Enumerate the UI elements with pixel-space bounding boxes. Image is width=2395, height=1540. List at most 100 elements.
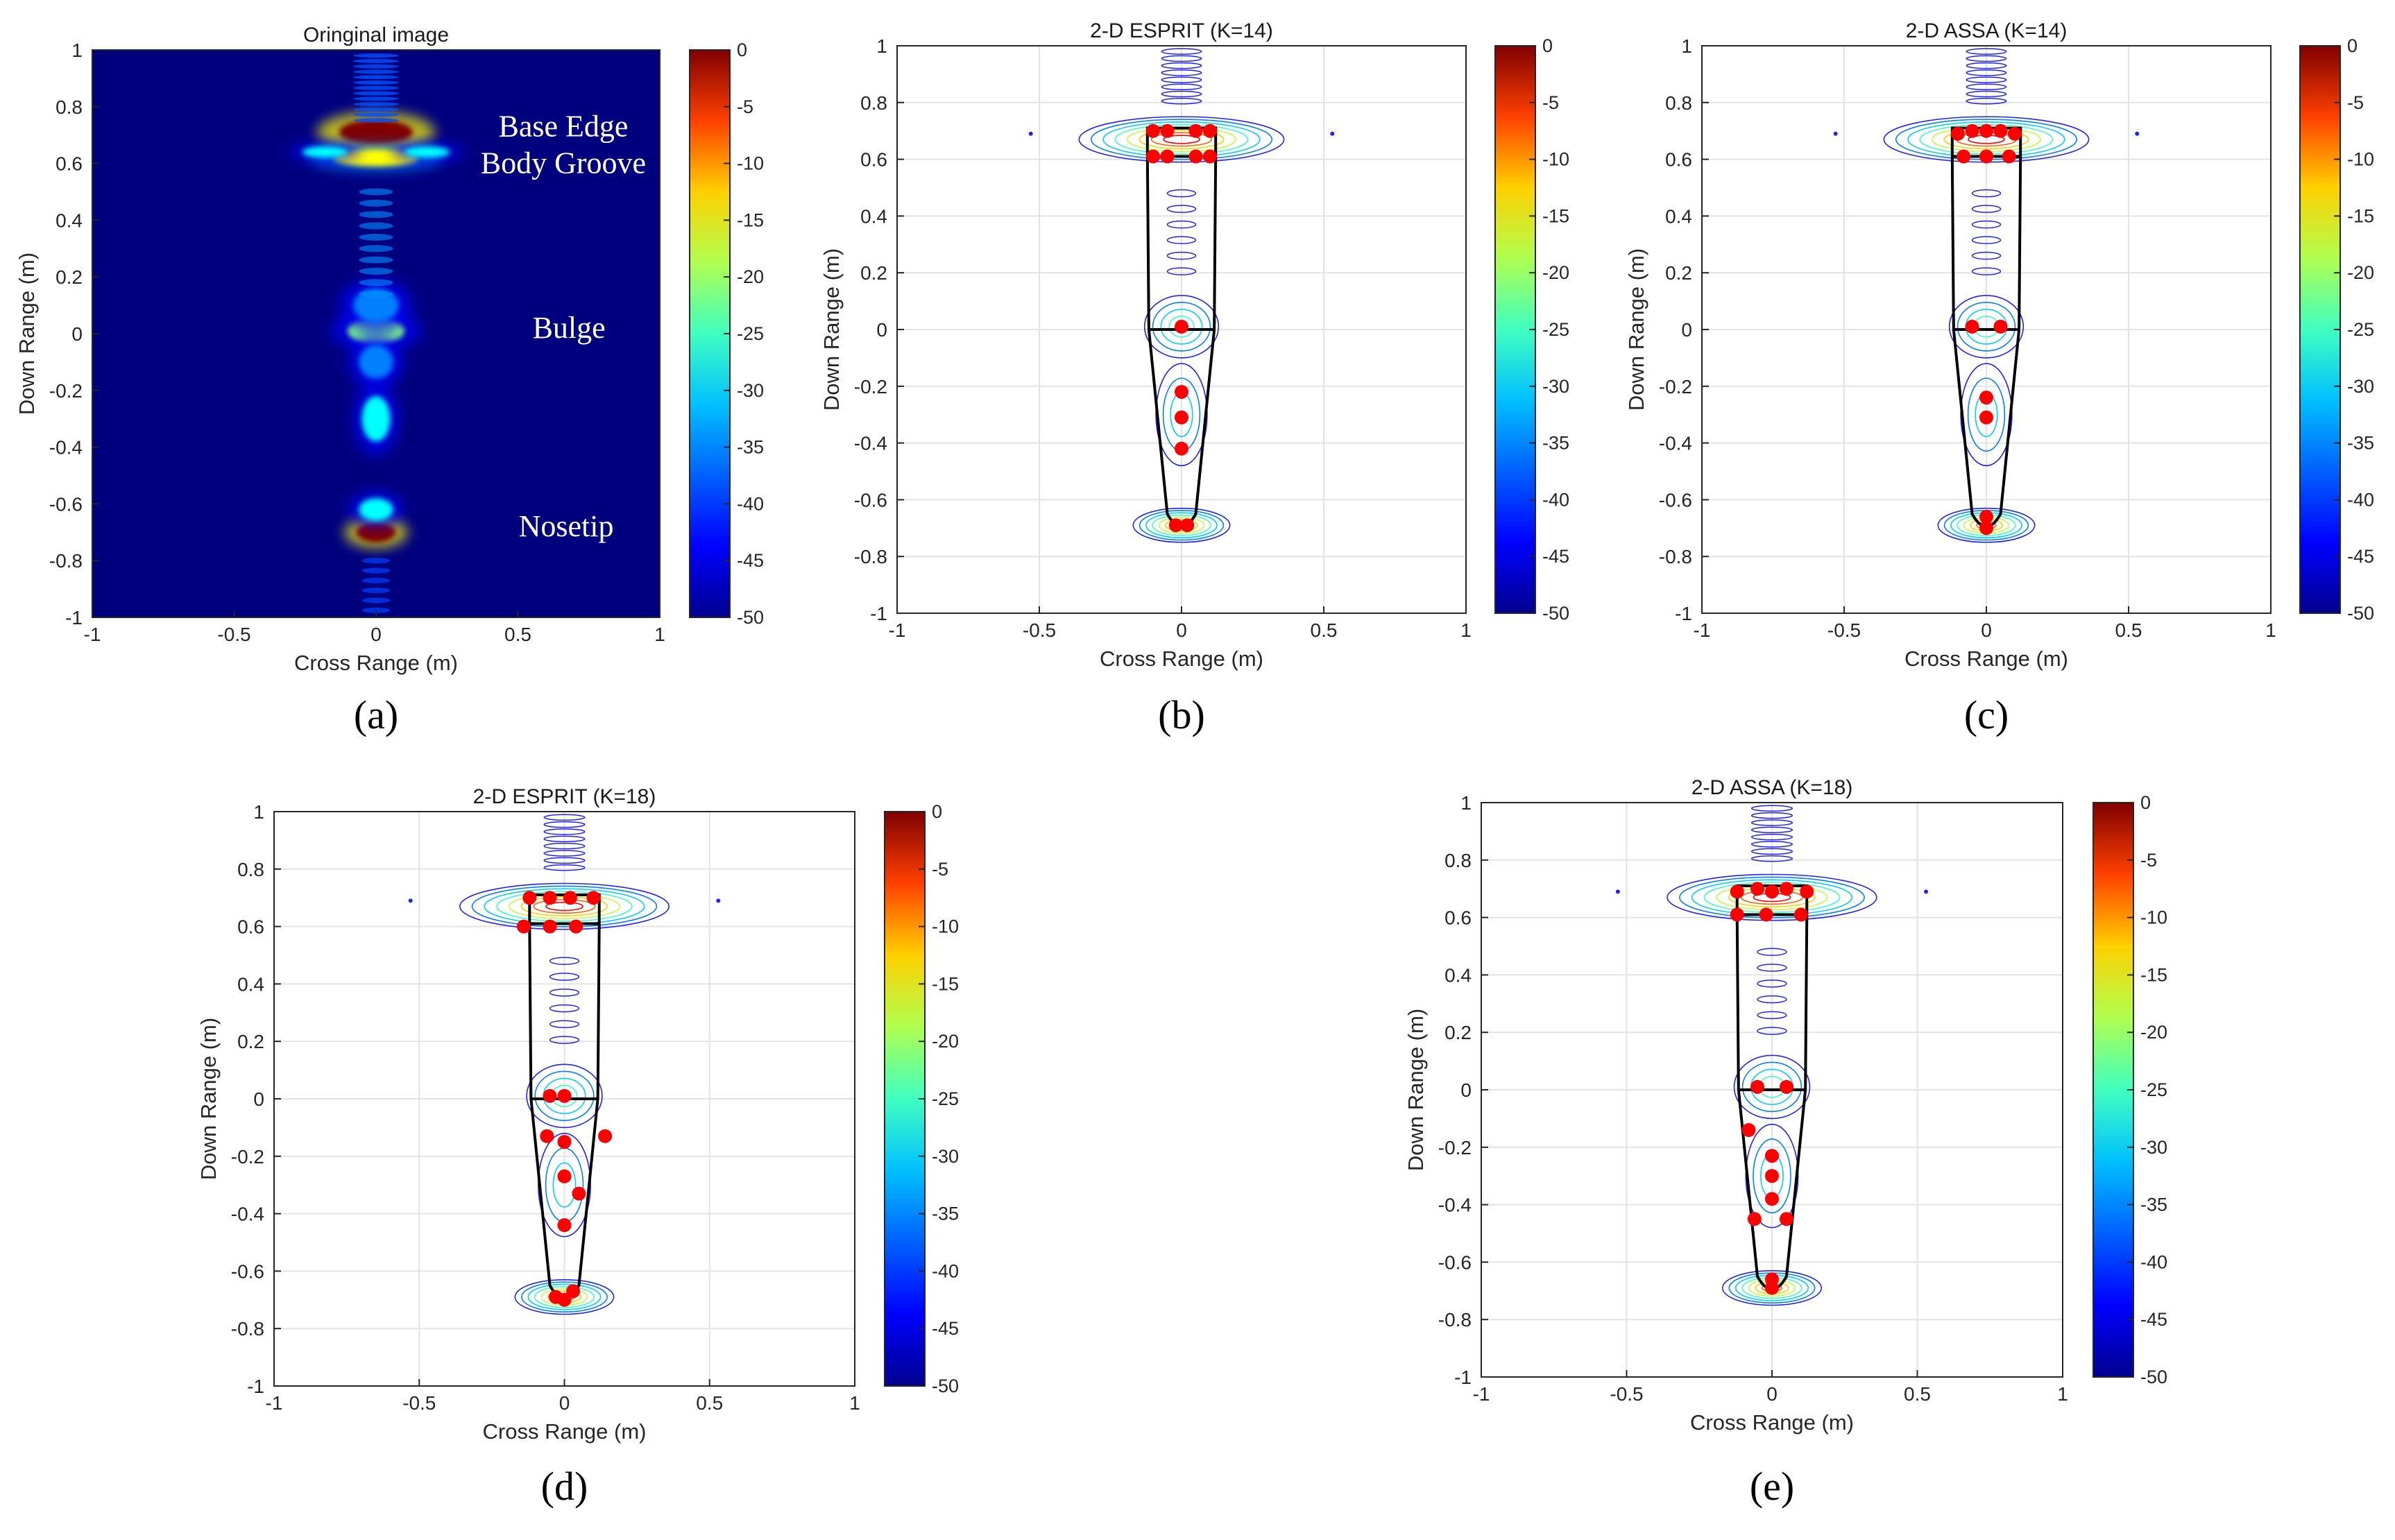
side-lobe (359, 256, 393, 264)
heat-blob (353, 288, 399, 323)
colorbar (2093, 802, 2134, 1378)
x-tick-label: -0.5 (1610, 1383, 1643, 1405)
colorbar-tick-label: -45 (2347, 546, 2374, 567)
scatter-point (1750, 1079, 1765, 1094)
colorbar-tick-label: 0 (932, 801, 942, 822)
contour-ring (1166, 251, 1197, 260)
colorbar-tick-label: -15 (932, 973, 959, 994)
y-tick-label: 1 (71, 40, 83, 61)
contour-ring (1750, 841, 1793, 848)
scatter-point (1779, 882, 1793, 896)
contour-ring (1733, 1054, 1811, 1120)
contour-ring (521, 1281, 608, 1312)
contour-ring (1966, 69, 2007, 76)
colorbar-tick-label: -20 (932, 1031, 959, 1052)
scatter-point (1979, 149, 1993, 164)
colorbar-tick-label: -20 (2347, 262, 2374, 283)
contour-ring (527, 1283, 602, 1310)
y-tick-label: 0.8 (1444, 850, 1472, 871)
x-tick-label: 1 (654, 624, 665, 645)
y-axis-label: Down Range (m) (819, 248, 844, 411)
colorbar-tick-label: -35 (737, 437, 764, 458)
contour-ring (1966, 55, 2007, 62)
side-lobe (359, 199, 393, 207)
scatter-point (1765, 1169, 1779, 1183)
side-lobe (361, 607, 391, 613)
contour-ring (1757, 948, 1787, 957)
y-tick-label: 0.8 (1665, 92, 1692, 114)
contour-ring (1132, 507, 1231, 543)
contour-ring (1161, 62, 1202, 69)
y-tick-label: 0.8 (860, 92, 887, 114)
colorbar-tick-label: -40 (737, 493, 764, 514)
scatter-point (1203, 123, 1217, 138)
y-tick-label: 0.6 (237, 916, 264, 938)
contour-ring (1164, 519, 1199, 532)
colorbar-tick-label: -30 (1542, 376, 1569, 397)
contour-ring (543, 835, 586, 843)
scatter-point (557, 1292, 572, 1307)
contour-ring (1966, 62, 2007, 69)
y-axis-label: Down Range (m) (1624, 248, 1648, 411)
scatter-point (1793, 907, 1808, 922)
x-tick-label: -1 (1473, 1383, 1490, 1405)
x-tick-label: 0 (559, 1392, 570, 1414)
y-tick-label: 1 (253, 801, 264, 823)
contour-ring (459, 882, 670, 930)
colorbar-tick-label: -40 (2140, 1251, 2167, 1272)
panel-label: (b) (1158, 692, 1205, 737)
y-tick-label: 0.4 (860, 205, 887, 227)
contour-ring (1757, 1027, 1787, 1035)
contour-ring (543, 842, 586, 850)
side-lobe (359, 233, 393, 241)
side-lobe (353, 102, 399, 107)
chart-title: 2-D ASSA (K=18) (1691, 776, 1853, 799)
scatter-point (1800, 884, 1814, 899)
contour-ring (549, 1036, 580, 1044)
y-tick-label: 0.2 (237, 1031, 264, 1052)
colorbar-tick-label: -35 (1542, 433, 1569, 454)
contour-ring (543, 828, 586, 835)
colorbar-tick-label: -5 (2347, 92, 2364, 113)
scatter-point (557, 1088, 572, 1103)
contour-ring (1966, 76, 2007, 83)
y-tick-label: -0.8 (854, 546, 887, 567)
scatter-point (1779, 1079, 1793, 1094)
side-lobe (353, 80, 399, 85)
scatter-point (1965, 123, 1979, 138)
x-tick-label: 0 (1766, 1383, 1778, 1405)
colorbar-tick-label: 0 (2347, 35, 2358, 56)
plot-content (289, 53, 463, 613)
contour-ring (526, 1063, 603, 1129)
x-tick-label: 0.5 (696, 1392, 723, 1414)
colorbar-tick-label: -5 (737, 96, 753, 117)
side-lobe (359, 188, 393, 196)
colorbar-tick-label: 0 (737, 40, 747, 60)
scatter-point (1175, 441, 1188, 456)
contour-ring (1960, 363, 2013, 467)
colorbar (2299, 45, 2341, 614)
colorbar-tick-label: -10 (737, 153, 764, 174)
y-tick-label: -1 (1454, 1367, 1472, 1388)
x-tick-label: -1 (1694, 619, 1711, 641)
contour-ring (1143, 295, 1220, 359)
contour-ring (1750, 819, 1793, 826)
x-tick-label: 0 (1981, 619, 1992, 641)
heat-blob (361, 395, 391, 442)
y-tick-label: -0.6 (231, 1260, 264, 1282)
colorbar-tick-label: -25 (1542, 319, 1569, 340)
scatter-point (1160, 123, 1175, 138)
colorbar-tick-label: -50 (2347, 603, 2374, 624)
y-axis-label: Down Range (m) (196, 1018, 221, 1180)
contour-ring (1152, 302, 1211, 352)
contour-ring (1168, 316, 1195, 338)
y-tick-label: -0.8 (1438, 1309, 1472, 1331)
heat-blob (359, 498, 393, 521)
side-lobe (353, 91, 399, 96)
colorbar-tick-label: -40 (2347, 489, 2374, 510)
scatter-point (1979, 509, 1993, 524)
annotation-label: Body Groove (481, 146, 646, 180)
side-lobe (353, 96, 399, 101)
contour-ring (1152, 514, 1211, 536)
